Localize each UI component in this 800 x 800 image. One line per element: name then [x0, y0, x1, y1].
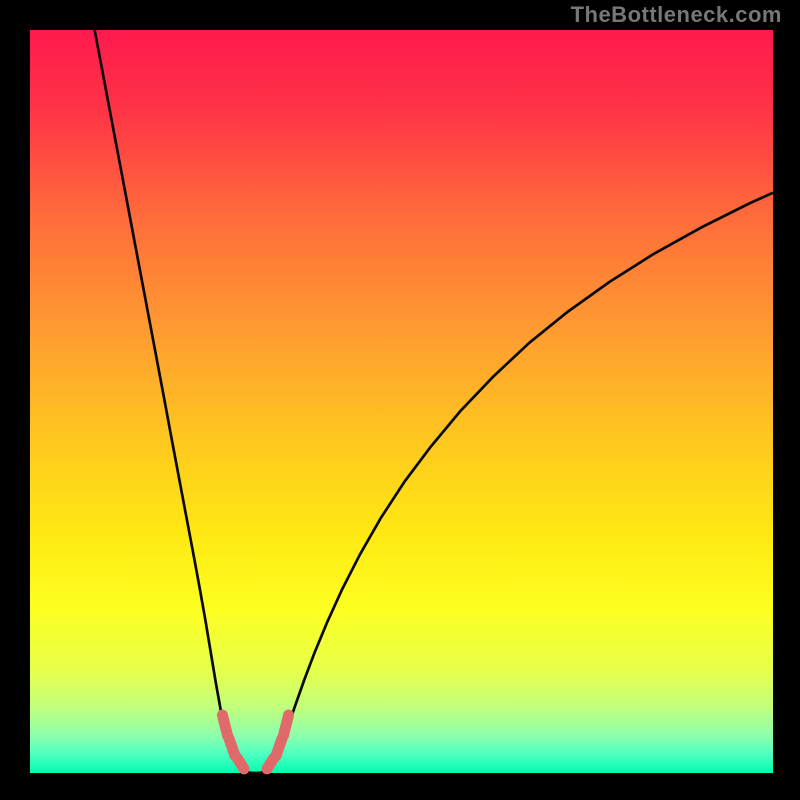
valley-pip-left-1 — [229, 739, 235, 756]
valley-pip-right-2 — [283, 715, 288, 736]
plot-background — [30, 30, 773, 773]
chart-stage: TheBottleneck.com — [0, 0, 800, 800]
chart-svg — [0, 0, 800, 800]
valley-pip-left-0 — [222, 715, 227, 736]
valley-pip-right-1 — [276, 739, 282, 756]
valley-pip-left-2 — [237, 758, 244, 769]
